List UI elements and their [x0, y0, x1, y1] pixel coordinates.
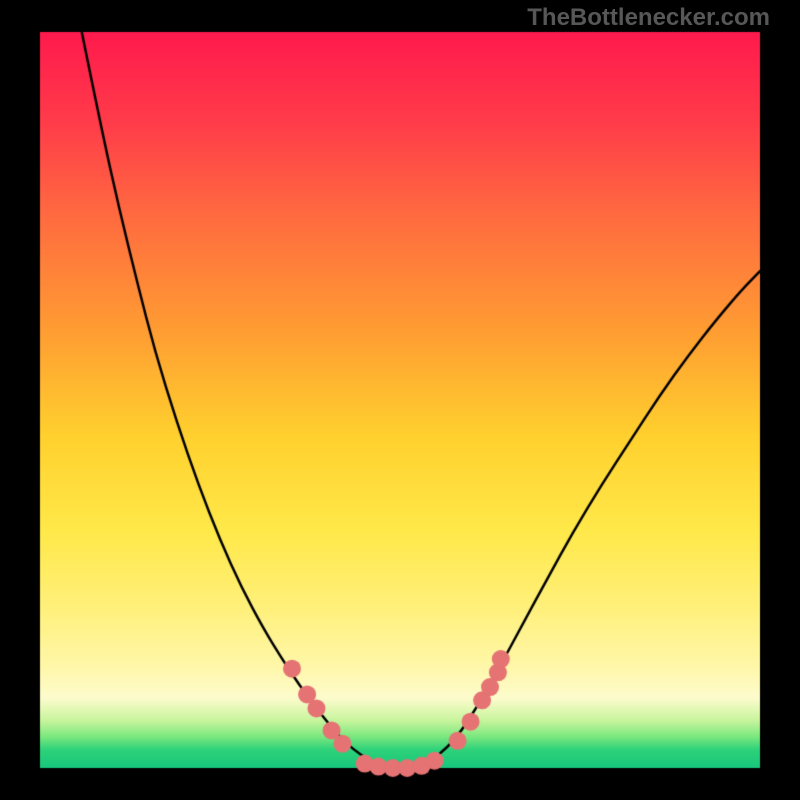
bottleneck-curve-chart: [0, 0, 800, 800]
chart-container: TheBottlenecker.com: [0, 0, 800, 800]
watermark-text: TheBottlenecker.com: [527, 4, 770, 32]
